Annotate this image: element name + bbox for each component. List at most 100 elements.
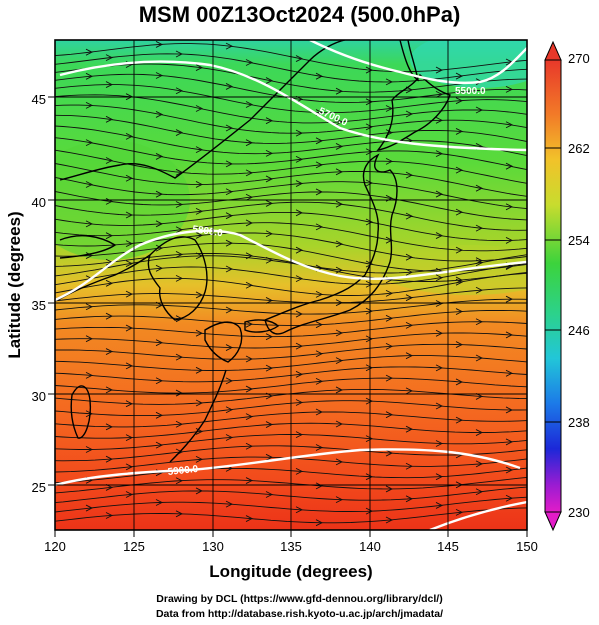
axis-ticks [48,96,528,537]
streamline-arrow [195,487,204,495]
colorbar-tick-238: 238 [568,415,590,430]
streamline-arrow [265,175,274,183]
streamline-arrow [245,320,254,328]
credit-drawing: Drawing by DCL (https://www.gfd-dennou.o… [156,593,443,605]
coastlines [57,40,451,463]
streamline-arrow [405,352,414,360]
streamline-arrow [475,184,484,192]
streamline-arrow [225,406,234,414]
streamline-arrow [125,132,134,140]
streamline-arrow [335,329,344,337]
streamline-arrow [435,440,444,447]
streamline-arrow [265,77,274,84]
streamline-arrow [225,306,234,314]
streamline-arrow [475,460,484,468]
streamline-arrow [385,157,394,165]
streamline-arrow [125,260,134,267]
contour-5900-south [429,500,527,530]
streamline-arrow [195,146,204,154]
streamline-arrow [85,48,94,56]
contour-5900 [55,448,521,487]
streamline-arrow [385,78,394,86]
coastline-shikoku [244,319,280,333]
streamline-arrow [245,169,254,177]
coastline-shandong [59,234,117,259]
streamline-arrow [505,331,514,339]
streamline-arrow [435,190,444,198]
streamline-arrow [265,117,274,125]
cold-core-patch [410,40,527,88]
streamline-arrow [225,500,234,508]
streamline-arrow [265,149,274,157]
streamline-arrow [385,449,394,457]
streamline-arrow [365,260,374,268]
streamline-arrow [455,308,464,315]
streamline-arrow [245,355,254,363]
streamline-arrow [105,484,114,491]
streamline-arrow [245,515,254,522]
streamline-arrow [125,491,134,498]
streamline-arrow [505,121,514,129]
streamline-arrow [155,190,164,198]
streamline-arrow [315,482,324,490]
streamline-arrow [385,236,394,244]
contour-5500 [309,40,527,85]
streamline-arrow [85,303,94,311]
streamline-arrow [155,377,164,385]
streamline-arrow [365,123,374,131]
streamline-arrow [245,59,254,66]
streamline-arrow [295,180,304,187]
streamline-arrow [265,333,274,341]
streamline-arrow [175,201,184,208]
streamline-arrow [265,200,274,207]
streamline-arrow [405,171,414,179]
streamline-arrow [405,462,414,470]
streamline-arrow [195,456,204,463]
streamline-arrow [435,364,444,372]
streamline-arrow [455,128,464,135]
streamline-arrow [455,97,464,105]
streamline-arrow [435,329,444,337]
streamline-arrow [175,251,184,258]
streamline-arrow [475,259,484,267]
streamline-arrow [405,110,414,118]
streamline-arrow [365,66,374,74]
coastline-sakhalin [399,40,420,82]
streamline-arrow [125,211,134,219]
streamline-arrow [315,444,324,451]
streamline-arrow [405,294,414,302]
streamline-arrow [405,495,414,503]
y-axis-label: Latitude (degrees) [5,211,24,358]
streamline-arrow [505,494,514,502]
streamline-arrow [125,324,134,332]
streamline-arrow [435,116,444,124]
x-tick-145: 145 [437,539,459,554]
streamline-arrow [85,504,94,512]
streamline-arrow [105,157,114,164]
streamline-arrow [405,321,414,329]
streamline-arrow [245,193,254,201]
streamline-arrow [295,399,304,406]
streamline-arrow [265,230,274,238]
streamline-arrow [225,239,234,247]
x-tick-125: 125 [123,539,145,554]
streamline-arrow [245,281,254,289]
colorbar-tick-270: 270 [568,51,590,66]
streamline-arrow [175,510,184,518]
streamline-arrow [335,200,344,208]
streamline-arrow [175,389,184,397]
streamline-arrow [385,289,394,297]
streamline-arrow [225,212,234,220]
streamline-arrow [85,101,94,109]
streamline-arrow [105,54,114,62]
streamline-arrow [335,420,344,428]
streamline-arrow [195,399,204,407]
streamline-arrow [455,416,464,424]
streamline-arrow [385,516,394,524]
coastline-continent [59,40,346,181]
streamline-arrow [365,179,374,187]
streamline-arrow [175,420,184,428]
x-tick-140: 140 [359,539,381,554]
streamline-arrow [435,473,444,481]
